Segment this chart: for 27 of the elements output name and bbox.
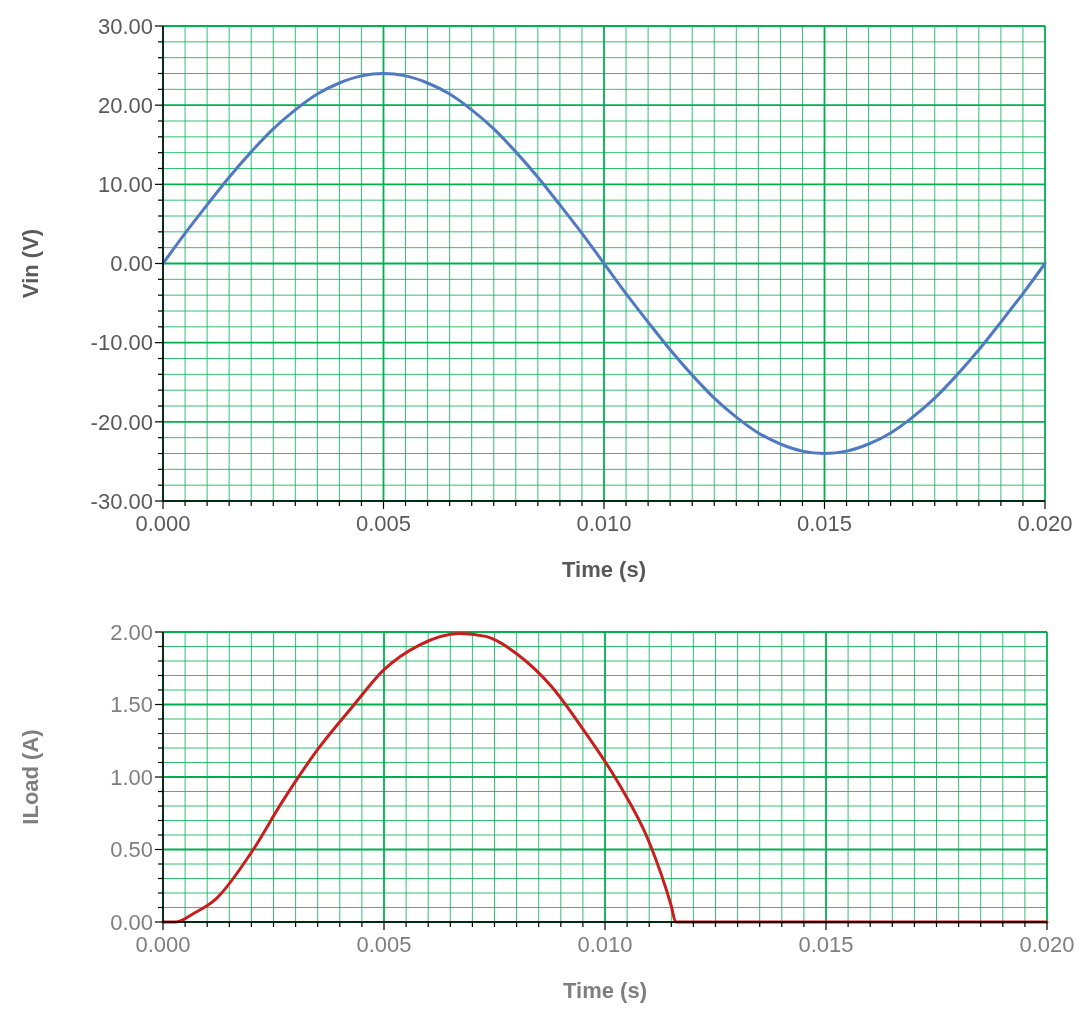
y-axis-title: Vin (V) (18, 228, 43, 299)
y-tick-label: 2.00 (110, 619, 153, 645)
x-axis-title: Time (s) (563, 978, 647, 1003)
y-tick-label: 1.00 (110, 764, 153, 790)
y-tick-label: 30.00 (97, 13, 153, 39)
x-tick-label: 0.015 (796, 511, 853, 536)
y-tick-label: 0.50 (110, 837, 153, 863)
y-tick-label: 1.50 (110, 692, 153, 718)
y-tick-label: -20.00 (90, 409, 153, 435)
x-tick-label: 0.020 (1017, 511, 1073, 536)
y-tick-label: 20.00 (97, 92, 153, 118)
x-tick-label: 0.000 (135, 511, 191, 536)
x-tick-label: 0.010 (576, 511, 632, 536)
x-axis-title: Time (s) (562, 557, 646, 582)
x-tick-label: 0.005 (355, 511, 412, 536)
y-tick-label: -10.00 (90, 330, 153, 356)
x-tick-label: 0.005 (356, 932, 412, 957)
x-tick-label: 0.010 (577, 932, 633, 957)
y-tick-label: 10.00 (97, 172, 153, 198)
y-tick-label: -30.00 (90, 488, 153, 514)
y-tick-label: 0.00 (110, 251, 153, 277)
x-tick-label: 0.015 (798, 932, 854, 957)
y-tick-label: 0.00 (110, 909, 153, 935)
line-series (161, 72, 1047, 455)
x-tick-label: 0.000 (135, 932, 191, 957)
y-axis-title: ILoad (A) (18, 729, 43, 825)
x-tick-label: 0.020 (1019, 932, 1075, 957)
